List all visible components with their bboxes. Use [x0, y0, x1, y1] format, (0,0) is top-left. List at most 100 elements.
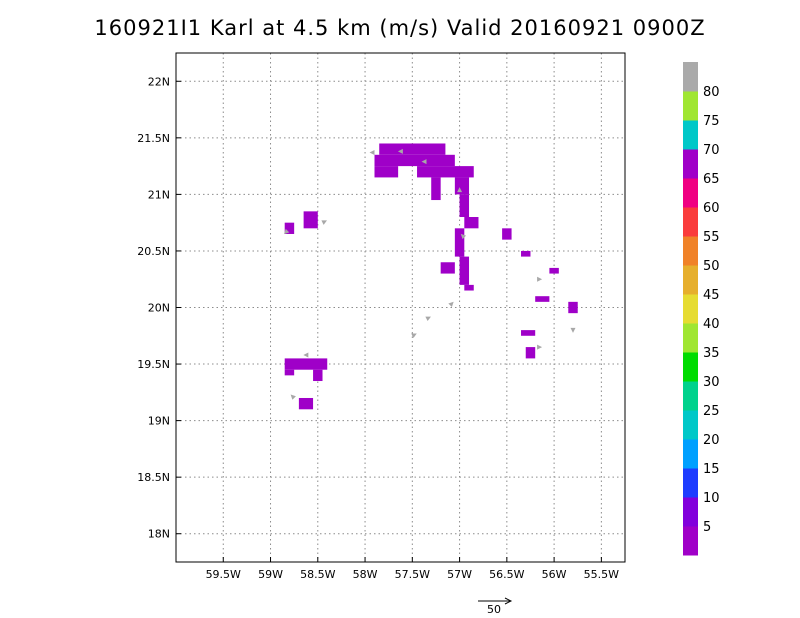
colorbar-segment — [683, 265, 698, 295]
wind-vector — [537, 276, 543, 282]
grid-lines — [176, 53, 625, 562]
wind-cell — [431, 177, 441, 201]
wind-vector — [448, 301, 454, 308]
wind-cell — [374, 166, 399, 178]
colorbar-segment — [683, 294, 698, 324]
colorbar-label: 50 — [703, 259, 720, 274]
y-tick-label: 20.5N — [137, 245, 170, 258]
wind-vector — [321, 220, 327, 225]
x-tick-label: 57.5W — [395, 568, 430, 581]
colorbar-segment — [683, 236, 698, 266]
wind-cell — [313, 369, 323, 382]
plot-area — [175, 52, 626, 563]
wind-cell — [303, 211, 318, 229]
x-tick-label: 59W — [258, 568, 283, 581]
wind-vector — [397, 148, 403, 154]
colorbar-segment — [683, 207, 698, 237]
wind-vector — [303, 352, 309, 358]
colorbar-segment — [683, 439, 698, 469]
colorbar-label: 35 — [703, 346, 720, 361]
wind-vector — [425, 316, 431, 322]
wind-vector — [460, 233, 467, 240]
colorbar-label: 75 — [703, 114, 720, 129]
colorbar-segment — [683, 62, 698, 92]
reference-vector: 50 — [478, 597, 513, 616]
wind-vector — [457, 187, 463, 193]
wind-cell — [298, 397, 314, 410]
colorbar-label: 45 — [703, 288, 720, 303]
x-tick-label: 56.5W — [489, 568, 524, 581]
wind-cells — [284, 143, 578, 410]
chart-title: 160921I1 Karl at 4.5 km (m/s) Valid 2016… — [94, 16, 706, 40]
colorbar-label: 15 — [703, 462, 720, 477]
colorbar-label: 65 — [703, 172, 720, 187]
wind-vector — [537, 344, 543, 350]
wind-vector — [570, 327, 576, 333]
colorbar-label: 70 — [703, 143, 720, 158]
wind-cell — [464, 217, 479, 229]
colorbar: 5 10 15 20 25 30 35 40 45 50 55 60 65 70 75 80 — [683, 62, 720, 556]
x-tick-label: 57W — [447, 568, 472, 581]
y-tick-label: 18N — [148, 528, 170, 541]
wind-cell — [568, 301, 578, 314]
y-tick-label: 21.5N — [137, 132, 170, 145]
colorbar-segment — [683, 323, 698, 353]
y-tick-label: 22N — [148, 75, 170, 88]
wind-vector — [369, 150, 375, 156]
colorbar-segment — [683, 91, 698, 121]
colorbar-segment — [683, 120, 698, 150]
wind-cell — [284, 369, 295, 376]
colorbar-segment — [683, 381, 698, 411]
wind-cell — [440, 262, 455, 274]
reference-vector-head — [504, 597, 513, 605]
colorbar-segment — [683, 497, 698, 527]
colorbar-segment — [683, 468, 698, 498]
colorbar-segment — [683, 410, 698, 440]
wind-vectors — [284, 148, 576, 400]
colorbar-label: 60 — [703, 201, 720, 216]
y-tick-label: 19N — [148, 415, 170, 428]
colorbar-segment — [683, 149, 698, 179]
wind-cell — [454, 177, 470, 195]
wind-cell — [454, 228, 465, 257]
wind-cell — [464, 284, 474, 291]
x-tick-label: 59.5W — [206, 568, 241, 581]
x-tick-label: 56W — [542, 568, 567, 581]
colorbar-label: 10 — [703, 491, 720, 506]
wind-vector — [290, 394, 296, 400]
colorbar-segment — [683, 526, 698, 556]
wind-vector — [284, 228, 290, 235]
colorbar-label: 55 — [703, 230, 720, 245]
wind-vector — [421, 159, 427, 165]
colorbar-label: 30 — [703, 375, 720, 390]
wind-cell — [284, 358, 328, 370]
wind-cell — [525, 347, 536, 359]
colorbar-label: 5 — [703, 520, 711, 535]
wind-cell — [521, 250, 531, 257]
x-tick-labels: 59.5W 59W 58.5W 58W 57.5W 57W 56.5W 56W 55.5W — [206, 568, 620, 581]
wind-cell — [535, 296, 550, 302]
x-tick-label: 55.5W — [584, 568, 619, 581]
wind-cell — [284, 222, 295, 234]
x-tick-label: 58.5W — [300, 568, 335, 581]
wind-cell — [459, 194, 470, 218]
y-tick-label: 19.5N — [137, 358, 170, 371]
wind-vector — [411, 333, 417, 339]
wind-cell — [379, 143, 446, 155]
colorbar-label: 25 — [703, 404, 720, 419]
colorbar-label: 40 — [703, 317, 720, 332]
y-tick-labels: 22N 21.5N 21N 20.5N 20N 19.5N 19N 18.5N 18N — [137, 75, 170, 540]
reference-vector-label: 50 — [487, 603, 501, 616]
y-tick-label: 18.5N — [137, 471, 170, 484]
wind-cell — [502, 228, 512, 240]
x-tick-label: 58W — [353, 568, 378, 581]
wind-cell — [549, 267, 559, 274]
colorbar-label: 20 — [703, 433, 720, 448]
y-tick-label: 20N — [148, 302, 170, 315]
y-tick-label: 21N — [148, 188, 170, 201]
wind-cell — [417, 166, 474, 178]
colorbar-segment — [683, 352, 698, 382]
colorbar-label: 80 — [703, 85, 720, 100]
wind-cell — [521, 330, 536, 336]
